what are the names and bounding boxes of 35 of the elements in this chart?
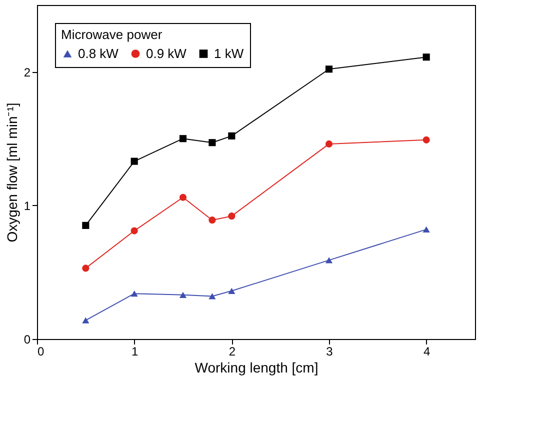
x-tick-label: 3 bbox=[326, 344, 334, 358]
point bbox=[228, 212, 236, 220]
point bbox=[208, 216, 216, 224]
point bbox=[325, 140, 333, 148]
point bbox=[130, 227, 138, 234]
point bbox=[179, 135, 187, 142]
y-axis-title: Oxygen flow [ml min⁻¹] bbox=[4, 102, 20, 242]
point bbox=[228, 288, 236, 294]
legend-label: 0.9 kW bbox=[146, 46, 188, 61]
legend-label: 0.8 kW bbox=[78, 46, 120, 61]
point bbox=[228, 132, 236, 140]
point bbox=[82, 317, 90, 324]
point bbox=[208, 293, 216, 300]
x-tick-label: 2 bbox=[228, 344, 236, 358]
point bbox=[422, 54, 430, 61]
point bbox=[82, 222, 90, 229]
point bbox=[130, 290, 138, 297]
x-axis-title: Working length [cm] bbox=[194, 360, 318, 376]
y-tick-label: 0 bbox=[24, 332, 31, 346]
x-tick-label: 0 bbox=[38, 344, 44, 358]
point bbox=[422, 136, 430, 144]
point bbox=[325, 257, 333, 264]
point bbox=[208, 139, 216, 146]
point bbox=[325, 66, 333, 73]
y-tick-label: 2 bbox=[24, 65, 31, 80]
point bbox=[82, 264, 90, 272]
x-tick-label: 1 bbox=[131, 344, 138, 358]
point bbox=[179, 194, 187, 201]
point bbox=[179, 292, 187, 298]
y-tick-label: 1 bbox=[24, 198, 31, 213]
legend-label: 1 kW bbox=[214, 46, 244, 61]
legend-title: Microwave power bbox=[61, 27, 163, 42]
point bbox=[130, 158, 138, 165]
x-tick-label: 4 bbox=[423, 344, 430, 358]
point bbox=[422, 226, 430, 233]
